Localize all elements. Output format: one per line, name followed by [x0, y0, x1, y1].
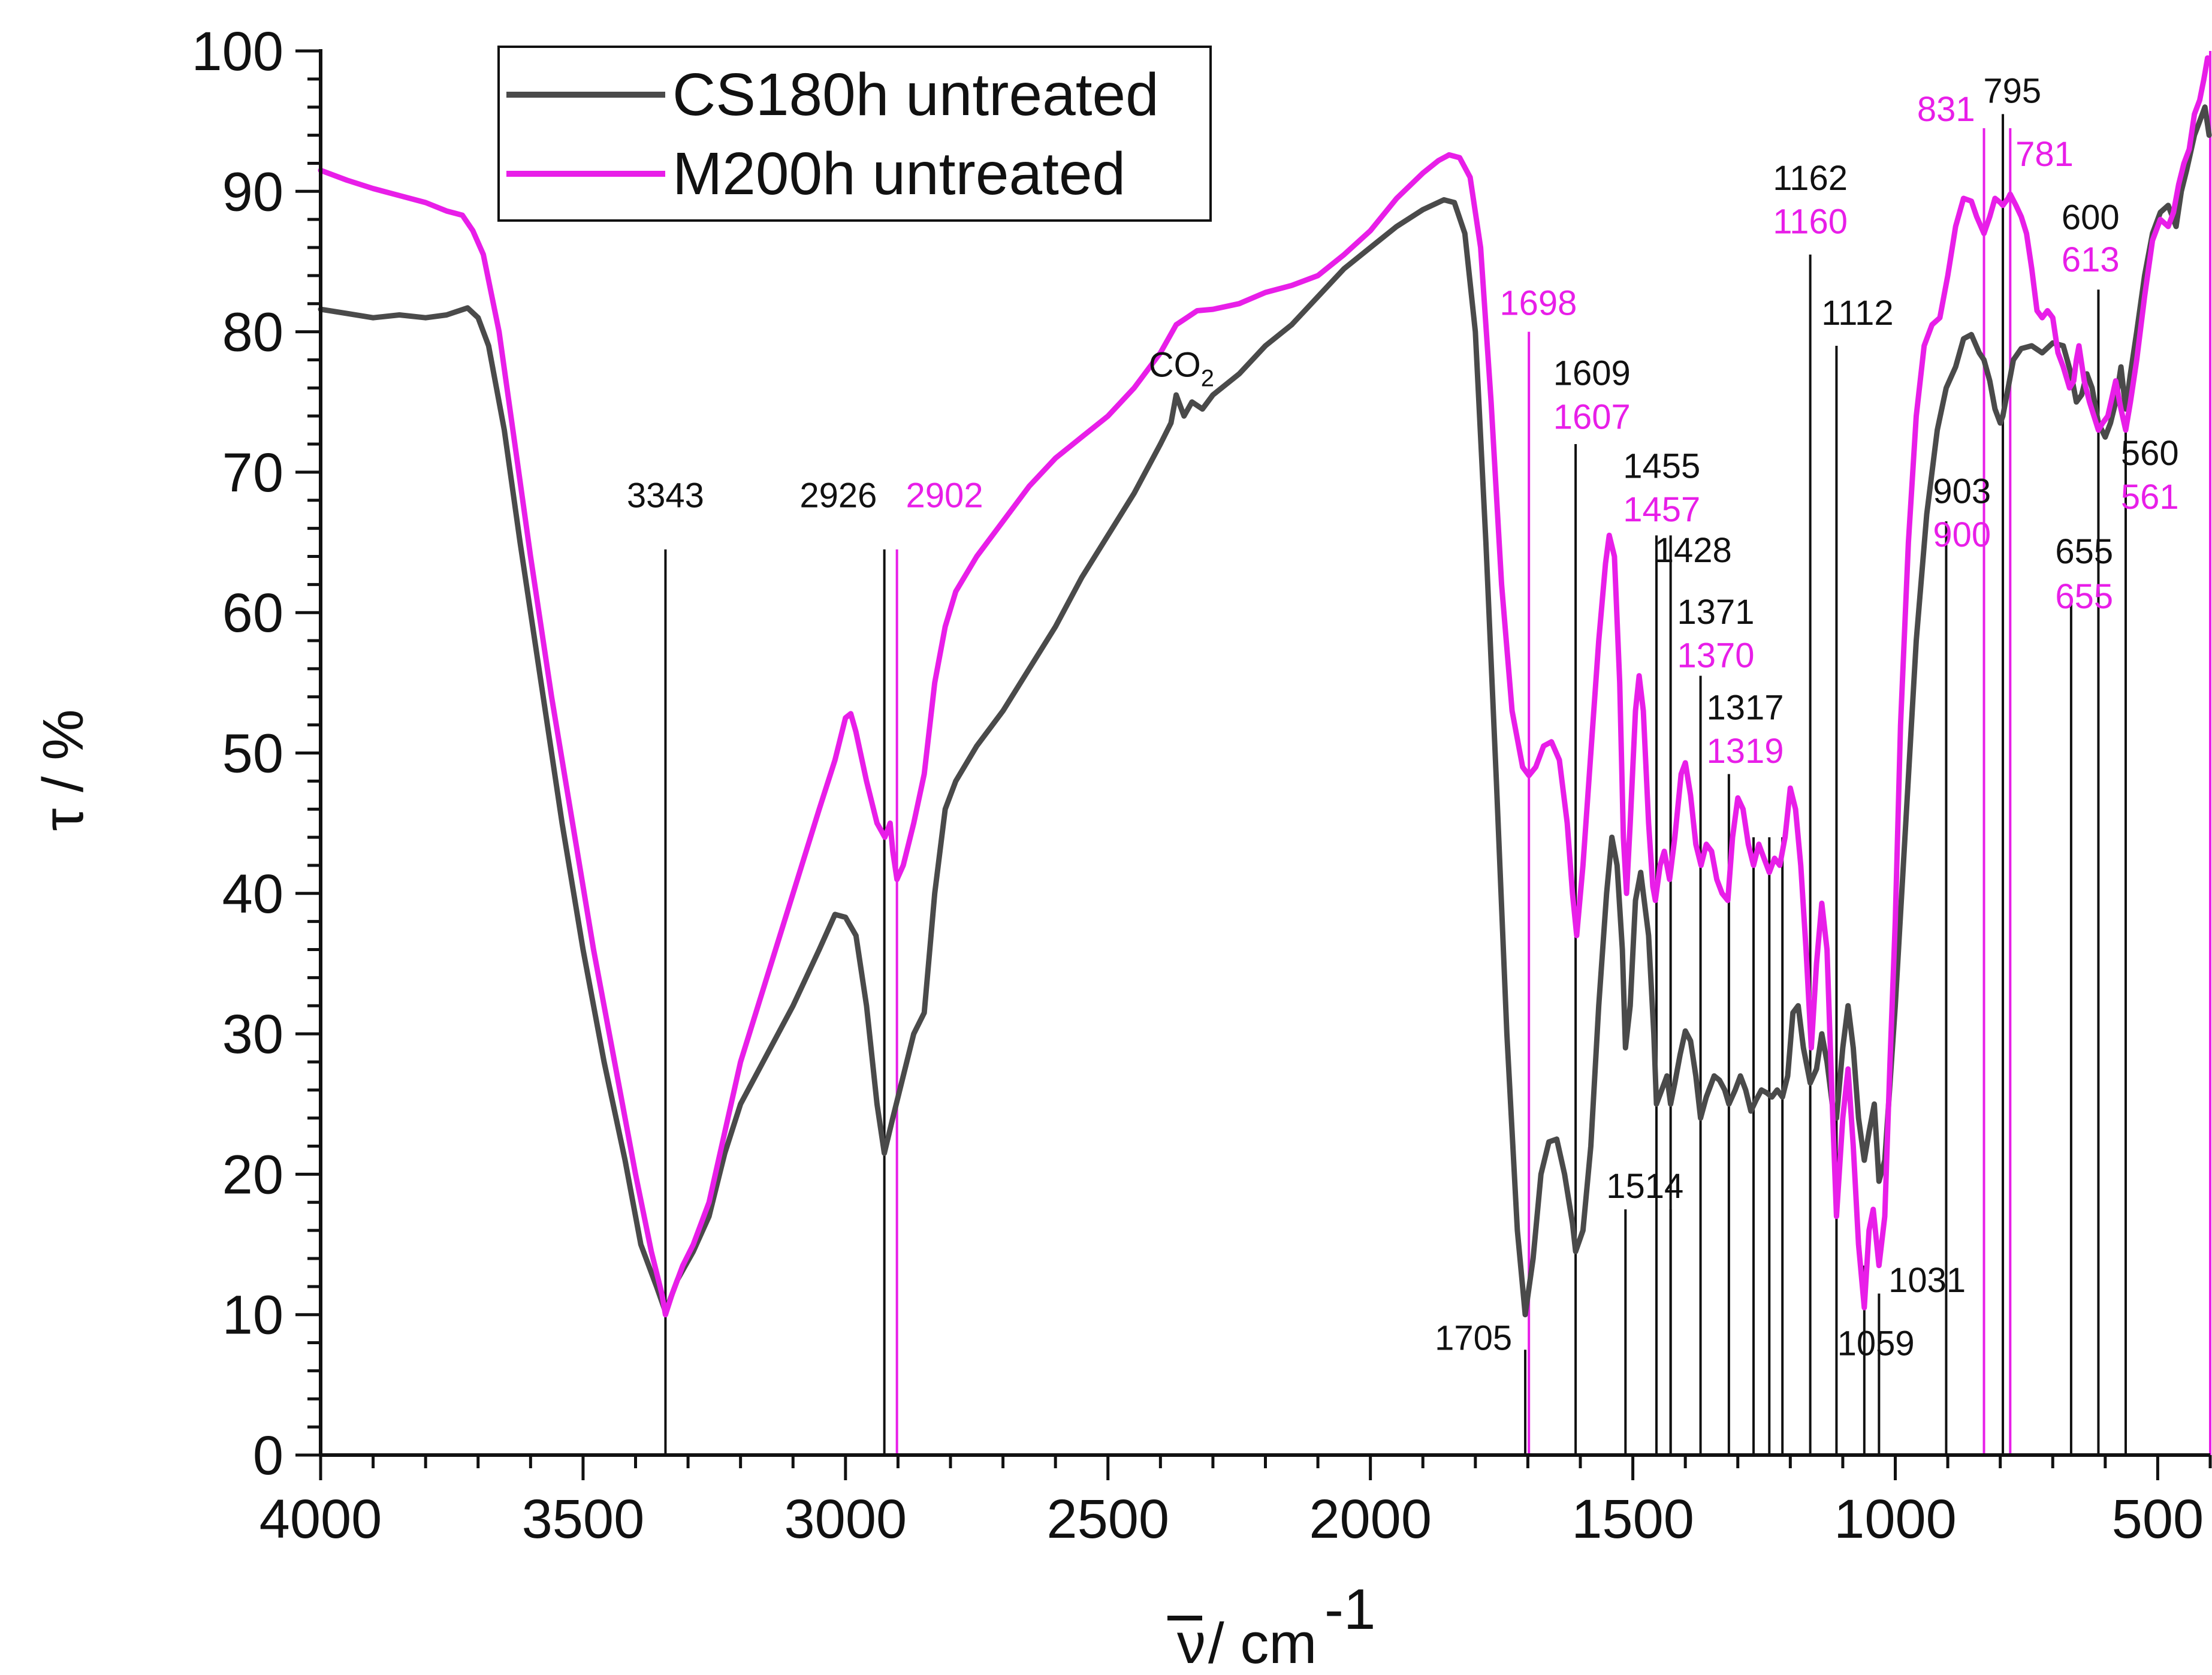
- peak-label-1317: 1317: [1706, 688, 1784, 727]
- peak-label-1607: 1607: [1553, 397, 1631, 436]
- peak-label-831: 831: [1917, 90, 1975, 129]
- x-tick-label-1000: 1000: [1834, 1489, 1957, 1550]
- peak-label-1698: 1698: [1499, 283, 1577, 322]
- peak-label-1112: 1112: [1821, 294, 1893, 333]
- peak-label-1370: 1370: [1677, 636, 1754, 675]
- spectrum-series: [318, 55, 2212, 1318]
- y-tick-label-10: 10: [222, 1285, 283, 1346]
- legend-label-cs180h: CS180h untreated: [672, 61, 1159, 128]
- peak-label-600: 600: [2062, 198, 2120, 237]
- peak-label-1609: 1609: [1553, 354, 1631, 393]
- x-tick-label-4000: 4000: [259, 1489, 382, 1550]
- peak-label-1319: 1319: [1706, 732, 1784, 771]
- peak-label-1160: 1160: [1773, 203, 1848, 242]
- peak-label-1457: 1457: [1623, 490, 1700, 529]
- legend-box: [497, 46, 1212, 222]
- y-tick-label-0: 0: [253, 1425, 283, 1486]
- peak-label-655: 655: [2055, 532, 2113, 571]
- peak-label-1371: 1371: [1677, 593, 1754, 632]
- x-axis-symbol-overbar: [1167, 1616, 1202, 1620]
- peak-label-900: 900: [1933, 515, 1991, 554]
- x-axis-unit-exponent: -1: [1324, 1577, 1375, 1641]
- peak-label-903: 903: [1933, 472, 1991, 511]
- x-tick-label-2000: 2000: [1309, 1489, 1432, 1550]
- peak-label-613: 613: [2062, 240, 2120, 279]
- peak-label-2902: 2902: [906, 476, 983, 515]
- peak-label-795: 795: [1983, 72, 2041, 111]
- peak-label-3343: 3343: [627, 476, 704, 515]
- y-tick-label-100: 100: [192, 21, 284, 82]
- peak-label-1428: 1428: [1655, 531, 1732, 570]
- x-tick-label-3500: 3500: [522, 1489, 645, 1550]
- y-tick-label-80: 80: [222, 302, 283, 363]
- peak-label-561: 561: [2121, 478, 2179, 517]
- x-tick-label-1500: 1500: [1571, 1489, 1694, 1550]
- x-tick-label-500: 500: [2112, 1489, 2204, 1550]
- x-tick-label-3000: 3000: [784, 1489, 907, 1550]
- peak-label-1031: 1031: [1888, 1261, 1966, 1300]
- series-line-cs180h: [318, 104, 2212, 1318]
- peak-label-1705: 1705: [1435, 1318, 1512, 1357]
- peak-label-1455: 1455: [1623, 446, 1700, 485]
- x-axis-title: ν: [1177, 1611, 1206, 1675]
- peak-label-1514: 1514: [1606, 1167, 1683, 1206]
- peak-label-1162: 1162: [1773, 159, 1848, 198]
- peak-label-560: 560: [2121, 434, 2179, 473]
- x-tick-label-2500: 2500: [1046, 1489, 1169, 1550]
- y-tick-label-20: 20: [222, 1144, 283, 1205]
- y-tick-label-90: 90: [222, 161, 283, 222]
- peak-label-655: 655: [2055, 577, 2113, 616]
- x-axis-unit: / cm: [1208, 1611, 1317, 1675]
- y-axis-title: τ / %: [31, 709, 95, 831]
- axes: 4000 3500 3000 2500 2000 1500 1000 500 0 10 20 30 40…: [192, 21, 2212, 1550]
- series-line-m200h: [318, 55, 2211, 1318]
- marker-lines: [664, 51, 2211, 1455]
- legend-label-m200h: M200h untreated: [672, 140, 1125, 207]
- y-tick-label-60: 60: [222, 583, 283, 644]
- peak-label-2926: 2926: [799, 476, 877, 515]
- peak-label-781: 781: [2015, 135, 2074, 174]
- legend: CS180h untreated M200h untreated: [497, 46, 1212, 222]
- y-tick-label-30: 30: [222, 1004, 283, 1065]
- peak-label-1059: 1059: [1837, 1324, 1915, 1363]
- y-tick-label-40: 40: [222, 864, 283, 925]
- y-tick-label-50: 50: [222, 723, 283, 784]
- peak-label-co: CO2: [1149, 346, 1214, 392]
- y-tick-label-70: 70: [222, 442, 283, 503]
